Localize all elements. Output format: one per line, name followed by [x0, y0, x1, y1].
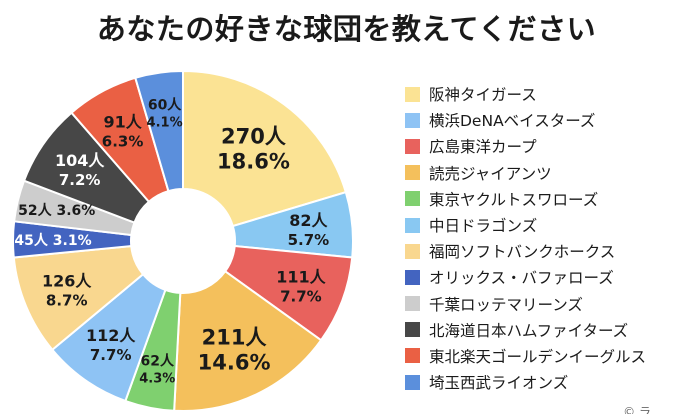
legend-label: 広島東洋カープ — [429, 138, 537, 157]
legend-swatch — [405, 138, 420, 154]
legend-item: 北海道日本ハムファイターズ — [405, 317, 646, 343]
legend-item: 中日ドラゴンズ — [405, 212, 646, 238]
legend-swatch — [405, 374, 420, 390]
legend-swatch — [405, 217, 420, 233]
slice-label: 45人 3.1% — [14, 232, 91, 249]
legend-swatch — [405, 191, 420, 207]
slice-percent-label: 4.1% — [147, 115, 183, 130]
slice-value-label: 111人 — [276, 267, 326, 286]
legend-swatch — [405, 165, 420, 181]
legend-item: 千葉ロッテマリーンズ — [405, 291, 646, 317]
slice-value-label: 82人 — [289, 211, 328, 230]
pie-slice — [173, 269, 323, 412]
chart-title: あなたの好きな球団を教えてください — [96, 12, 597, 46]
legend-label: 東京ヤクルトスワローズ — [429, 190, 599, 209]
legend-label: 北海道日本ハムファイターズ — [429, 321, 629, 340]
legend-item: 埼玉西武ライオンズ — [405, 369, 646, 395]
legend-swatch — [405, 322, 420, 338]
legend-label: 阪神タイガース — [429, 86, 537, 105]
legend-item: オリックス・バファローズ — [405, 264, 646, 290]
legend-swatch — [405, 86, 420, 102]
slice-value-label: 126人 — [42, 272, 92, 291]
legend-item: 阪神タイガース — [405, 81, 646, 107]
slice-label-text: 45人 3.1% — [14, 232, 91, 249]
legend-label: オリックス・バファローズ — [429, 269, 614, 288]
legend-item: 横浜DeNAベイスターズ — [405, 107, 646, 133]
legend-item: 広島東洋カープ — [405, 133, 646, 159]
legend-label: 横浜DeNAベイスターズ — [429, 112, 596, 131]
legend-swatch — [405, 112, 420, 128]
slices — [12, 69, 354, 412]
legend: 阪神タイガース横浜DeNAベイスターズ 広島東洋カープ 読売ジャイアンツ東京ヤクルト… — [405, 81, 646, 395]
slice-value-label: 62人 — [141, 352, 175, 369]
legend-item: 読売ジャイアンツ — [405, 160, 646, 186]
slice-value-label: 211人 — [202, 325, 267, 349]
legend-label: 千葉ロッテマリーンズ — [429, 295, 583, 314]
slice-percent-label: 18.6% — [217, 149, 290, 173]
slice-label: 52人 3.6% — [18, 202, 95, 219]
slice-percent-label: 4.3% — [139, 371, 175, 386]
slice-value-label: 112人 — [86, 326, 136, 345]
slice-percent-label: 14.6% — [198, 350, 271, 374]
slice-value-label: 91人 — [103, 112, 142, 131]
slice-percent-label: 8.7% — [46, 292, 88, 310]
legend-label: 埼玉西武ライオンズ — [429, 374, 569, 393]
legend-item: 東京ヤクルトスワローズ — [405, 186, 646, 212]
slice-percent-label: 5.7% — [288, 231, 330, 249]
slice-value-label: 270人 — [221, 124, 286, 148]
pie-slice — [134, 69, 184, 193]
legend-item: 福岡ソフトバンクホークス — [405, 238, 646, 264]
legend-swatch — [405, 243, 420, 259]
legend-label: 読売ジャイアンツ — [429, 164, 552, 183]
slice-value-label: 60人 — [148, 96, 182, 113]
legend-swatch — [405, 269, 420, 285]
legend-label: 東北楽天ゴールデンイーグルス — [429, 347, 647, 366]
pie-slice — [182, 69, 348, 228]
legend-label: 中日ドラゴンズ — [429, 217, 538, 236]
legend-label: 福岡ソフトバンクホークス — [429, 243, 616, 262]
slice-value-label: 104人 — [55, 151, 105, 170]
slice-percent-label: 7.7% — [280, 287, 322, 305]
slice-label: 60人 4.1% — [147, 96, 183, 130]
slice-percent-label: 6.3% — [102, 132, 144, 150]
legend-swatch — [405, 296, 420, 312]
slice-percent-label: 7.2% — [59, 171, 101, 189]
slice-percent-label: 7.7% — [90, 346, 132, 364]
slice-label: 62人 4.3% — [139, 352, 175, 386]
slice-label-text: 52人 3.6% — [18, 202, 95, 219]
legend-swatch — [405, 348, 420, 364]
slice-labels: 270人18.6%82人5.7%111人7.7%211人14.6%62人4.3%… — [14, 96, 329, 386]
legend-item: 東北楽天ゴールデンイーグルス — [405, 343, 646, 369]
source-credit: © ラ — [623, 405, 651, 414]
